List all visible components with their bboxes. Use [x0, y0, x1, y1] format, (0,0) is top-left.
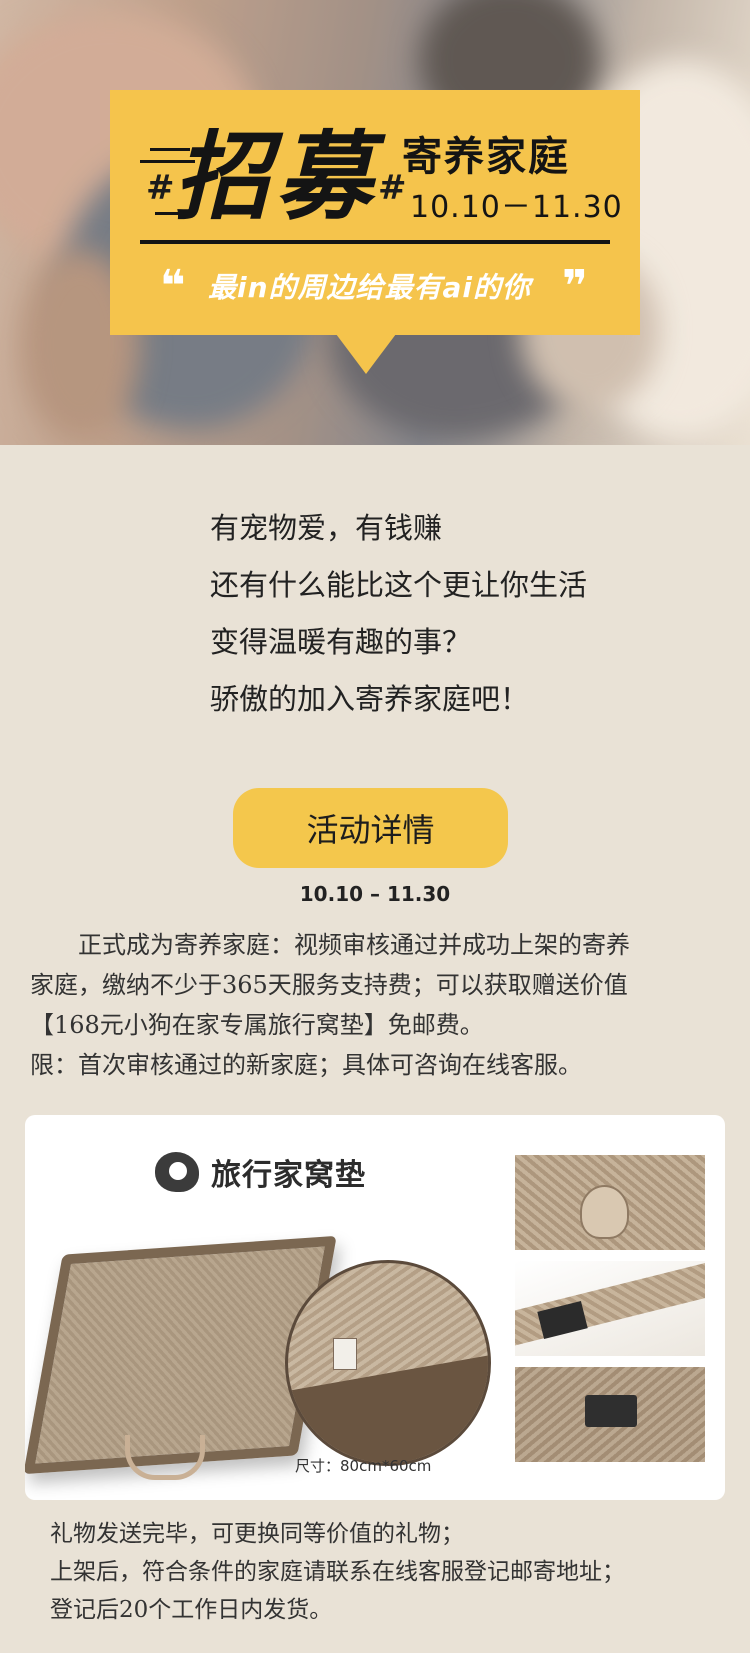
intro-line: 骄傲的加入寄养家庭吧！	[210, 682, 530, 716]
footer-line: 礼物发送完毕，可更换同等价值的礼物；	[50, 1521, 464, 1547]
footer-notes: 礼物发送完毕，可更换同等价值的礼物； 上架后，符合条件的家庭请联系在线客服登记邮…	[50, 1515, 730, 1629]
footer-line: 登记后20个工作日内发货。	[50, 1597, 333, 1623]
rules-line: 限：首次审核通过的新家庭；具体可咨询在线客服。	[30, 1051, 582, 1079]
rules-line: 【168元小狗在家专属旅行窝垫】免邮费。	[30, 1011, 484, 1039]
detail-image-zipper	[515, 1155, 705, 1250]
fabric-zoom-image	[285, 1260, 491, 1466]
product-name: 旅行家窝垫	[211, 1158, 366, 1193]
banner-date: 10.10－11.30	[410, 190, 623, 225]
footer-line: 上架后，符合条件的家庭请联系在线客服登记邮寄地址；	[50, 1559, 625, 1585]
rules-line: 家庭，缴纳不少于365天服务支持费；可以获取赠送价值	[30, 971, 628, 999]
activity-details-button[interactable]: 活动详情	[233, 788, 508, 868]
event-date: 10.10 – 11.30	[299, 882, 451, 906]
recruit-banner: # 招募 # 寄养家庭 10.10－11.30 ❝ 最in的周边给最有ai的你 …	[110, 90, 640, 335]
divider	[140, 240, 610, 244]
mat-handle	[125, 1435, 205, 1480]
intro-line: 有宠物爱，有钱赚	[210, 511, 443, 545]
banner-pointer	[336, 334, 396, 374]
brand-logo-icon	[155, 1152, 199, 1192]
product-brand: 旅行家窝垫	[155, 1150, 366, 1194]
rules-description: 正式成为寄养家庭：视频审核通过并成功上架的寄养 家庭，缴纳不少于365天服务支持…	[30, 925, 730, 1085]
intro-line: 还有什么能比这个更让你生活	[210, 568, 588, 602]
intro-line: 变得温暖有趣的事？	[210, 625, 472, 659]
detail-image-strap	[515, 1261, 705, 1356]
hash-mark: #	[378, 168, 407, 208]
product-card: 旅行家窝垫 尺寸：80cm*60cm	[25, 1115, 725, 1500]
intro-text: 有宠物爱，有钱赚 还有什么能比这个更让你生活 变得温暖有趣的事？ 骄傲的加入寄养…	[210, 500, 587, 728]
label-tag	[333, 1338, 357, 1370]
banner-slogan: 最in的周边给最有ai的你	[208, 271, 532, 304]
recruit-heading: 招募	[174, 121, 378, 233]
hash-mark: #	[146, 168, 175, 208]
product-size: 尺寸：80cm*60cm	[295, 1457, 432, 1475]
banner-title: 寄养家庭	[402, 134, 570, 180]
detail-image-patch	[515, 1367, 705, 1462]
close-quote-icon: ❞	[562, 261, 588, 312]
rules-line: 正式成为寄养家庭：视频审核通过并成功上架的寄养	[78, 931, 630, 959]
open-quote-icon: ❝	[160, 261, 186, 312]
